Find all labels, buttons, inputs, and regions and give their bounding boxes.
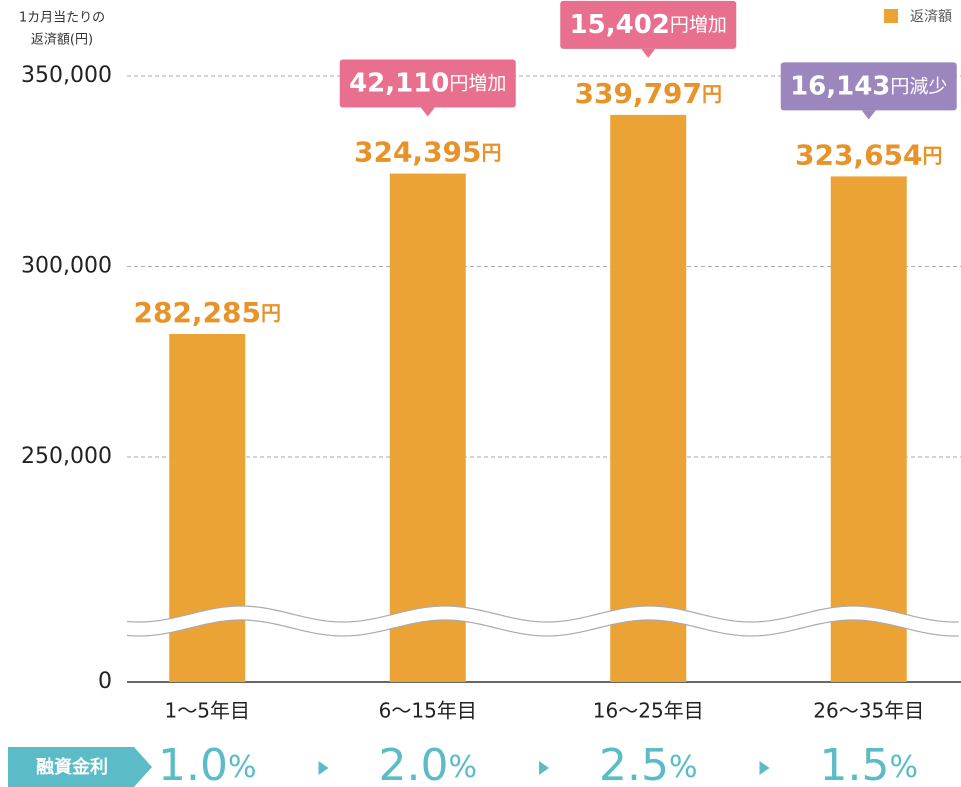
callout-pointer xyxy=(420,107,435,117)
x-tick-label: 6〜15年目 xyxy=(379,699,477,723)
axis-break xyxy=(127,606,959,636)
rate: 1.5% xyxy=(820,740,919,787)
value-label: 339,797円 xyxy=(574,77,722,110)
x-tick-label: 26〜35年目 xyxy=(813,699,924,723)
callout-number: 42,110 xyxy=(349,68,449,98)
value-unit: 円 xyxy=(702,81,722,105)
rate-arrow xyxy=(539,761,549,775)
y-tick-label: 300,000 xyxy=(21,254,112,279)
callout-number: 15,402 xyxy=(570,9,670,39)
rate-label-box xyxy=(8,747,152,787)
y-axis-label: 1カ月当たりの xyxy=(19,11,105,26)
rate-unit: % xyxy=(448,750,477,785)
callout-pointer xyxy=(641,48,656,58)
callout-box xyxy=(560,0,737,49)
rate-value: 2.0 xyxy=(379,740,449,787)
x-tick-label: 16〜25年目 xyxy=(593,699,704,723)
value-number: 339,797 xyxy=(574,77,702,110)
rate-arrow xyxy=(318,761,329,775)
rate: 1.0% xyxy=(158,740,257,787)
rate-value: 2.5 xyxy=(599,740,669,787)
value-label: 282,285円 xyxy=(133,296,281,329)
value-unit: 円 xyxy=(923,143,943,167)
callout-text: 42,110円増加 xyxy=(349,68,506,98)
rate-unit: % xyxy=(669,750,698,785)
callout-suffix: 円増加 xyxy=(670,13,727,35)
axis-break-line xyxy=(126,605,960,623)
rate: 2.5% xyxy=(599,740,698,787)
value-label: 323,654円 xyxy=(795,138,943,171)
value-unit: 円 xyxy=(261,300,281,324)
y-tick-label: 250,000 xyxy=(21,444,112,469)
y-axis-label: 返済額(円) xyxy=(31,32,93,48)
callout-box xyxy=(780,62,957,111)
bar xyxy=(389,173,466,682)
callout-box xyxy=(339,59,516,108)
y-tick-label: 350,000 xyxy=(21,63,112,88)
legend-swatch xyxy=(884,9,898,23)
rate-value: 1.0 xyxy=(158,740,228,787)
callout-number: 16,143 xyxy=(790,71,890,101)
x-tick-label: 1〜5年目 xyxy=(165,699,250,723)
bar xyxy=(830,176,907,682)
value-number: 282,285 xyxy=(133,296,261,329)
legend-label: 返済額 xyxy=(910,9,952,25)
callout-text: 16,143円減少 xyxy=(790,71,947,101)
bar xyxy=(610,114,687,683)
rate-unit: % xyxy=(889,750,918,785)
value-number: 323,654 xyxy=(795,138,923,171)
rate-value: 1.5 xyxy=(820,740,890,787)
rate: 2.0% xyxy=(379,740,478,787)
callout-suffix: 円減少 xyxy=(890,75,947,97)
callout-suffix: 円増加 xyxy=(449,72,506,94)
rate-unit: % xyxy=(228,750,257,785)
callout-pointer xyxy=(861,110,876,120)
rate-label: 融資金利 xyxy=(36,756,108,778)
y-tick-label: 0 xyxy=(98,669,112,694)
rate-arrow xyxy=(759,761,770,775)
value-unit: 円 xyxy=(482,140,502,164)
axis-break-line xyxy=(126,619,960,637)
value-label: 324,395円 xyxy=(354,136,502,169)
callout-text: 15,402円増加 xyxy=(570,9,727,39)
value-number: 324,395 xyxy=(354,136,482,169)
